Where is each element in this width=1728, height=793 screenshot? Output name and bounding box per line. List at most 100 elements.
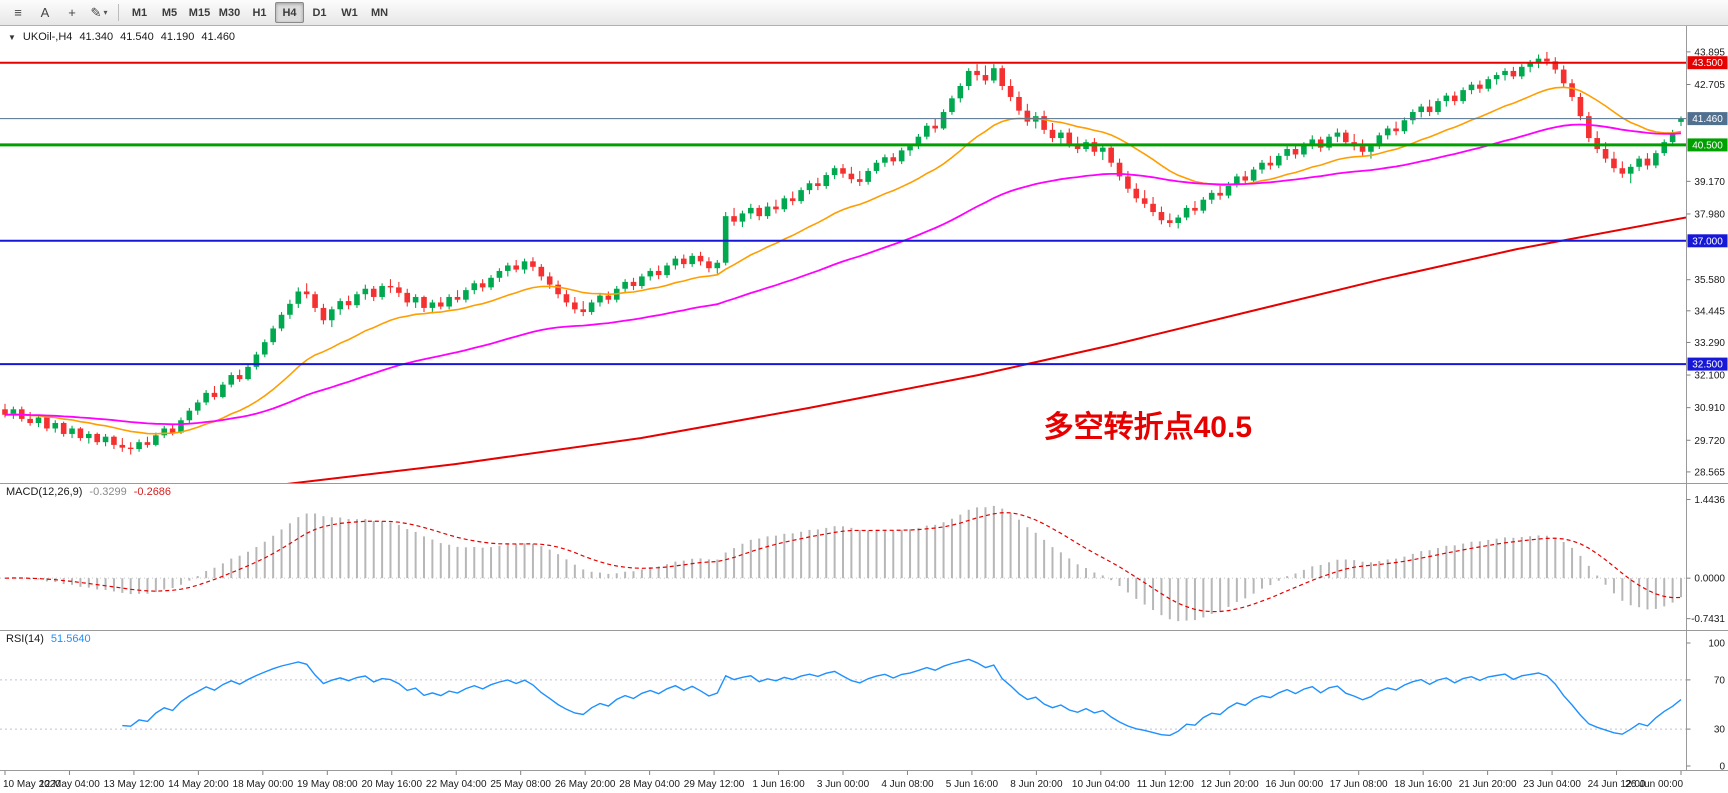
macd-label: MACD(12,26,9) -0.3299 -0.2686 xyxy=(6,486,171,498)
macd-tick-label: -0.7431 xyxy=(1691,614,1725,625)
price-tick-label: 33.290 xyxy=(1694,338,1725,349)
time-tick-label[interactable]: 12 May 04:00 xyxy=(39,779,100,790)
chart-area: 多空转折点40.5 43.895 42.705 39.170 37.980 35.580 3… xyxy=(0,26,1728,793)
moving-averages-layer xyxy=(4,86,1686,483)
toolbar-separator xyxy=(118,4,119,21)
price-tick-label: 28.565 xyxy=(1694,467,1725,478)
timeframe-m5[interactable]: M5 xyxy=(161,6,178,19)
time-tick-label[interactable]: 28 May 04:00 xyxy=(619,779,680,790)
time-tick-label[interactable]: 23 Jun 04:00 xyxy=(1523,779,1581,790)
draw-tools-button[interactable]: ✎ ▾ xyxy=(86,2,112,24)
time-tick-label[interactable]: 5 Jun 16:00 xyxy=(946,779,999,790)
crosshair-button[interactable]: + xyxy=(59,2,85,24)
time-tick-label[interactable]: 26 May 20:00 xyxy=(555,779,616,790)
price-badge xyxy=(1687,357,1728,371)
macd-signal-line xyxy=(4,512,1682,613)
rsi-value: 51.5640 xyxy=(50,633,91,645)
time-tick-label[interactable]: 21 Jun 20:00 xyxy=(1459,779,1517,790)
pane-frame xyxy=(0,26,1728,771)
price-tick-label: 42.705 xyxy=(1694,80,1725,91)
time-tick-label[interactable]: 17 Jun 08:00 xyxy=(1330,779,1388,790)
rsi-name: RSI(14) xyxy=(6,633,44,645)
macd-tick-label: 1.4436 xyxy=(1694,495,1725,506)
rsi-pane xyxy=(0,658,1686,737)
price-badge-label: 37.000 xyxy=(1692,236,1723,247)
price-tick-label: 30.910 xyxy=(1694,403,1725,414)
price-badge xyxy=(1687,234,1728,248)
pencil-icon: ✎ xyxy=(90,5,102,20)
time-tick-label[interactable]: 18 May 00:00 xyxy=(233,779,294,790)
chart-menu-button[interactable]: ≡ xyxy=(5,2,31,24)
time-tick-label[interactable]: 4 Jun 08:00 xyxy=(881,779,934,790)
price-tick-label: 39.170 xyxy=(1694,177,1725,188)
rsi-tick-label: 100 xyxy=(1708,639,1725,650)
rsi-tick-label: 70 xyxy=(1714,675,1726,686)
timeframe-d1[interactable]: D1 xyxy=(312,6,327,19)
hlines-layer[interactable] xyxy=(0,61,1686,366)
timeframe-m15[interactable]: M15 xyxy=(188,6,211,19)
menu-icon: ≡ xyxy=(14,5,22,20)
price-open: 41.340 xyxy=(79,31,114,43)
time-tick-label[interactable]: 20 May 16:00 xyxy=(361,779,422,790)
chevron-down-icon: ▾ xyxy=(103,8,108,17)
time-tick-label[interactable]: 8 Jun 20:00 xyxy=(1010,779,1063,790)
text-tool-icon: A xyxy=(40,5,50,20)
symbol-ohlc-line: ▼ UKOil-,H4 41.340 41.540 41.190 41.460 xyxy=(8,31,235,43)
time-tick-label[interactable]: 29 May 12:00 xyxy=(684,779,745,790)
ma-slow-line xyxy=(286,216,1686,483)
price-tick-label: 35.580 xyxy=(1694,275,1725,286)
time-tick-label[interactable]: 11 Jun 12:00 xyxy=(1137,779,1195,790)
time-tick-label[interactable]: 13 May 12:00 xyxy=(104,779,165,790)
price-tick-label: 43.895 xyxy=(1694,47,1725,58)
timeframe-w1[interactable]: W1 xyxy=(341,6,358,19)
price-high: 41.540 xyxy=(120,31,154,43)
price-badge-label: 32.500 xyxy=(1692,360,1723,371)
timeframe-h4[interactable]: H4 xyxy=(275,2,304,23)
time-tick-label[interactable]: 10 Jun 04:00 xyxy=(1072,779,1130,790)
time-tick-label[interactable]: 16 Jun 00:00 xyxy=(1265,779,1323,790)
rsi-label: RSI(14) 51.5640 xyxy=(6,633,91,645)
time-tick-label[interactable]: 22 May 04:00 xyxy=(426,779,487,790)
time-tick-label[interactable]: 10 May 2020 xyxy=(3,779,61,790)
price-badge-label: 43.500 xyxy=(1692,58,1723,69)
toolbar: ≡ A + ✎ ▾ M1 M5 M15 M30 H1 H4 D1 W1 MN xyxy=(0,0,1728,26)
rsi-tick-label: 30 xyxy=(1714,725,1726,736)
chart-canvas[interactable]: 多空转折点40.5 43.895 42.705 39.170 37.980 35.580 3… xyxy=(0,26,1728,793)
time-tick-label[interactable]: 3 Jun 00:00 xyxy=(817,779,870,790)
timeframe-m30[interactable]: M30 xyxy=(218,6,241,19)
macd-signal-value: -0.2686 xyxy=(133,486,172,498)
macd-axis: 1.4436 0.0000 -0.7431 xyxy=(1686,495,1725,625)
text-tool-button[interactable]: A xyxy=(32,2,58,24)
symbol-title: UKOil-,H4 xyxy=(22,31,73,43)
timeframe-h1[interactable]: H1 xyxy=(252,6,267,19)
ma-mid-line xyxy=(4,123,1682,426)
price-badge-label: 41.460 xyxy=(1692,114,1723,125)
time-tick-label[interactable]: 18 Jun 16:00 xyxy=(1394,779,1452,790)
price-badge xyxy=(1687,56,1728,70)
timeframe-mn[interactable]: MN xyxy=(370,6,389,19)
chart-annotation[interactable]: 多空转折点40.5 xyxy=(1044,411,1252,444)
macd-name: MACD(12,26,9) xyxy=(6,486,83,498)
time-tick-label[interactable]: 25 May 08:00 xyxy=(490,779,551,790)
time-tick-label[interactable]: 12 Jun 20:00 xyxy=(1201,779,1259,790)
price-badge-label: 40.500 xyxy=(1692,140,1723,151)
time-tick-label[interactable]: 24 Jun 12:00 xyxy=(1588,779,1646,790)
price-tick-label: 32.100 xyxy=(1694,371,1725,382)
timeframe-m1[interactable]: M1 xyxy=(131,6,148,19)
price-low: 41.190 xyxy=(160,31,195,43)
time-tick-label[interactable]: 19 May 08:00 xyxy=(297,779,358,790)
rsi-line xyxy=(122,658,1682,737)
macd-main-value: -0.3299 xyxy=(89,486,127,498)
time-tick-label[interactable]: 26 Jun 00:00 xyxy=(1625,779,1683,790)
time-tick-label[interactable]: 14 May 20:00 xyxy=(168,779,229,790)
price-axis: 43.895 42.705 39.170 37.980 35.580 34.445 33.2… xyxy=(1686,47,1728,478)
price-tick-label: 34.445 xyxy=(1694,306,1725,317)
ma-fast-line xyxy=(4,86,1682,435)
price-tick-label: 29.720 xyxy=(1694,436,1725,447)
time-tick-label[interactable]: 1 Jun 16:00 xyxy=(752,779,805,790)
price-badge xyxy=(1687,138,1728,152)
macd-pane xyxy=(0,505,1686,622)
candles-layer xyxy=(2,51,1684,455)
chevron-down-icon: ▼ xyxy=(8,32,16,42)
